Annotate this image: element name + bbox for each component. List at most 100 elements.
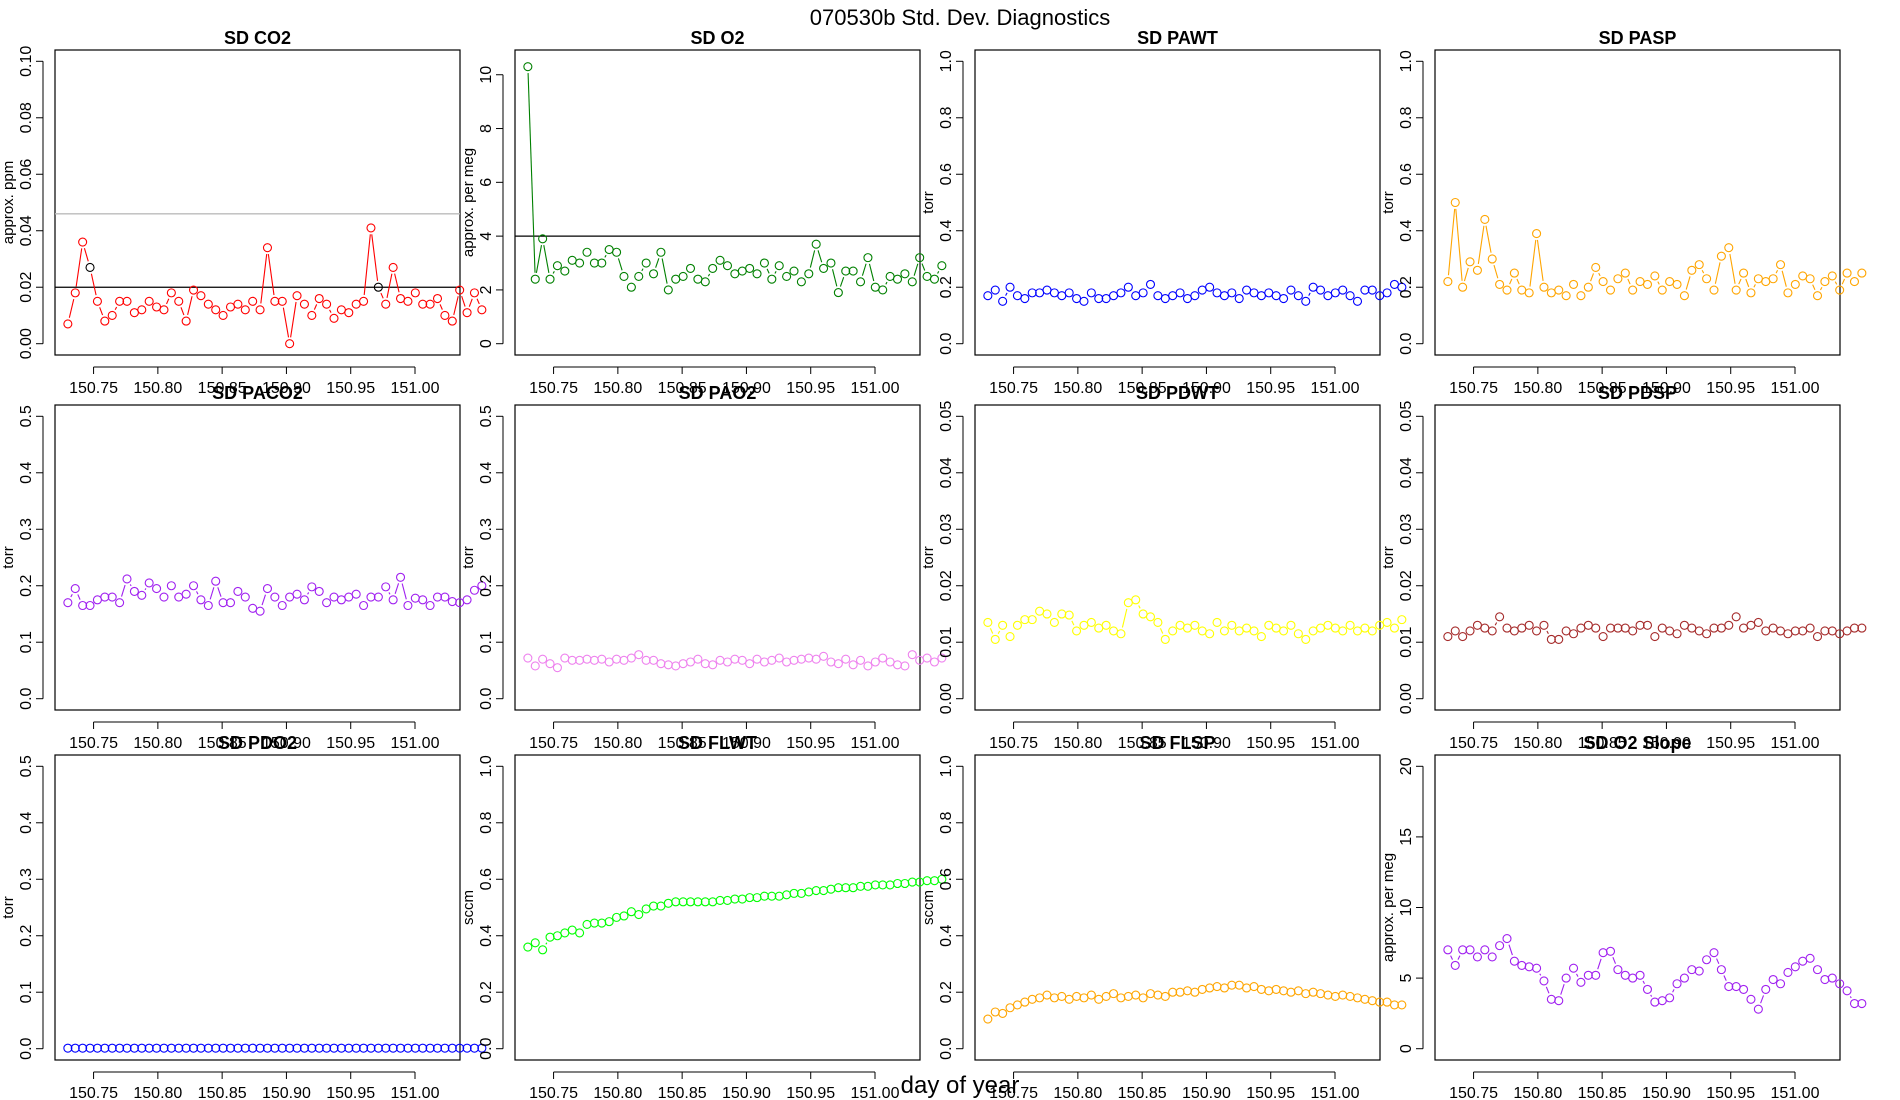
data-point [990,634,1000,644]
data-point [418,299,428,309]
data-point [1820,277,1830,287]
data-point [366,223,376,233]
y-tick-label: 0.3 [18,518,35,540]
data-point [1790,962,1800,972]
x-tick-label: 150.85 [198,1085,247,1100]
data-point [767,274,777,284]
x-tick-label: 150.80 [133,1085,182,1100]
series-segment [661,258,668,284]
data-point [929,274,940,284]
x-tick-label: 150.75 [529,1085,578,1100]
series-segment [774,271,777,274]
y-tick-label: 0.05 [1398,401,1415,432]
data-point [1094,293,1104,304]
data-point [314,586,324,596]
data-point [1160,991,1170,1002]
data-point [1775,979,1786,989]
data-point [1753,1004,1763,1014]
y-axis-label: approx. ppm [0,161,17,244]
data-point [1190,620,1200,630]
data-point [907,650,917,660]
series-segment [1753,284,1756,288]
series-segment [1455,208,1463,281]
data-point [1628,285,1638,295]
data-point [634,910,644,920]
data-point [863,253,873,263]
x-tick-label: 151.00 [851,1085,900,1100]
data-point [819,263,829,273]
data-point [1086,990,1096,1000]
data-point [878,285,888,295]
data-point [1465,257,1475,267]
data-point [811,239,821,249]
series-segment [1672,989,1675,993]
data-point [469,288,480,298]
series-segment [1545,986,1550,994]
data-point [1338,285,1348,295]
y-tick-label: 0.02 [18,272,35,303]
data-point [1857,998,1867,1009]
plot-frame [1434,754,1841,1061]
y-tick-label: 0.00 [938,683,955,714]
data-point [545,659,555,669]
y-tick-label: 0.0 [478,687,495,709]
series-segment [77,594,81,600]
x-tick-label: 150.75 [529,380,578,397]
data-point [1835,285,1845,295]
x-tick-label: 150.95 [1246,380,1295,397]
y-tick-label: 0.2 [938,981,955,1003]
data-point [307,1043,317,1053]
data-point [410,288,420,298]
y-tick-label: 0.0 [938,1037,955,1059]
data-point [656,247,666,257]
x-tick-label: 150.80 [1513,735,1562,752]
data-point [1352,296,1363,306]
data-point [1650,271,1660,281]
data-point [1724,620,1734,630]
y-tick-label: 0.2 [18,925,35,947]
data-point [218,598,228,608]
x-tick-label: 150.95 [326,380,375,397]
series-segment [937,271,940,274]
data-point [575,258,585,268]
data-point [388,595,398,605]
data-point [166,581,176,591]
panel-sd-pdwt: SD PDWT 0.00 0.01 0.02 0.03 0.04 0.05 torr 150.7… [920,383,1407,752]
y-tick-label: 1.0 [938,50,955,72]
series-segment [861,263,867,276]
data-point [248,296,258,306]
y-tick-label: 0.5 [478,405,495,427]
y-tick-label: 0.2 [478,981,495,1003]
series-segment [655,258,660,268]
data-point [752,269,762,279]
y-tick-label: 0.4 [938,925,955,947]
data-point [63,319,73,329]
data-point [900,661,910,671]
y-tick-label: 5 [1398,974,1415,983]
data-point [292,291,302,301]
data-point [1005,632,1015,642]
data-point [1012,620,1022,630]
data-point [336,1043,346,1053]
data-point [715,895,725,905]
data-point [85,600,95,611]
series-segment [1494,622,1498,626]
y-tick-label: 0.03 [938,514,955,545]
data-point [1642,279,1653,289]
x-axis-label: day of year [901,1072,1020,1099]
data-point [469,1043,480,1053]
series-segment [394,583,400,594]
data-point [1857,623,1867,633]
data-point [1687,265,1697,275]
series-segment [75,248,83,287]
series-segment [313,304,318,310]
data-point [1301,296,1311,306]
series-segment [282,307,290,338]
panel-title: SD FLWT [678,733,757,753]
y-tick-label: 0.5 [18,405,35,427]
y-tick-label: 4 [478,232,495,241]
data-point [634,650,644,660]
data-point [248,1043,258,1053]
y-tick-label: 1.0 [478,755,495,777]
data-point [530,274,540,284]
